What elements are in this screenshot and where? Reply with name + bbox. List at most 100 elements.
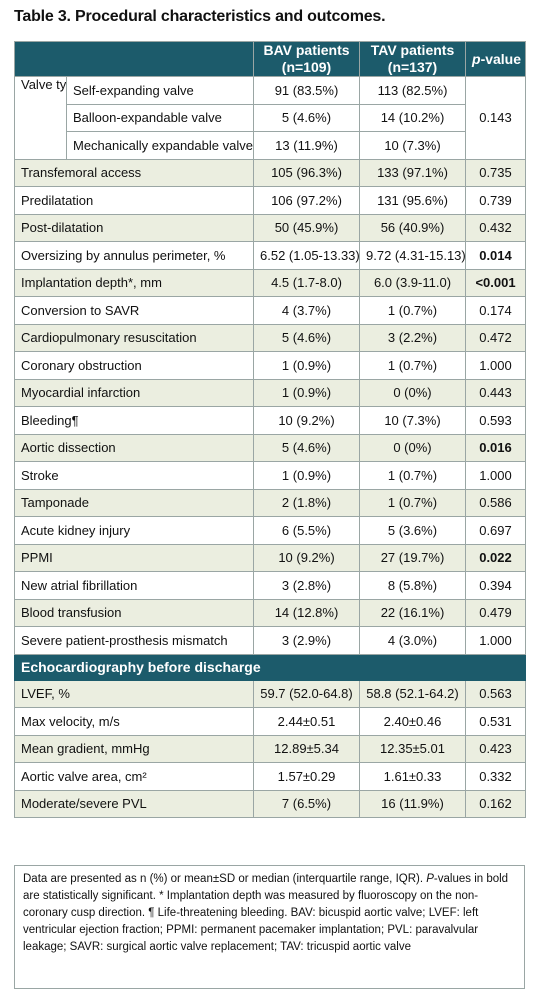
row-label: Acute kidney injury xyxy=(14,516,254,545)
row-label: Oversizing by annulus perimeter, % xyxy=(14,241,254,270)
table-row: LVEF, % 59.7 (52.0-64.8) 58.8 (52.1-64.2) 0… xyxy=(14,679,526,708)
bav-value: 12.89±5.34 xyxy=(253,734,360,763)
tav-value: 1 (0.7%) xyxy=(359,461,466,490)
bav-value: 10 (9.2%) xyxy=(253,543,360,572)
table-row: Max velocity, m/s 2.44±0.51 2.40±0.46 0.531 xyxy=(14,707,526,736)
row-label: Aortic valve area, cm² xyxy=(14,762,254,791)
table-row: Implantation depth*, mm 4.5 (1.7-8.0) 6.0 … xyxy=(14,268,526,297)
tav-value: 5 (3.6%) xyxy=(359,516,466,545)
row-label: Coronary obstruction xyxy=(14,351,254,380)
bav-value: 7 (6.5%) xyxy=(253,789,360,818)
table-row: Bleeding¶ 10 (9.2%) 10 (7.3%) 0.593 xyxy=(14,406,526,435)
bav-value: 50 (45.9%) xyxy=(253,213,360,242)
tav-value: 12.35±5.01 xyxy=(359,734,466,763)
p-value: 0.432 xyxy=(465,213,526,242)
table-row: Moderate/severe PVL 7 (6.5%) 16 (11.9%) 0.1… xyxy=(14,789,526,818)
p-value: 0.443 xyxy=(465,378,526,407)
row-label: Severe patient-prosthesis mismatch xyxy=(14,626,254,655)
row-label: Post-dilatation xyxy=(14,213,254,242)
table-row: Severe patient-prosthesis mismatch 3 (2.9… xyxy=(14,626,526,655)
table-row: Conversion to SAVR 4 (3.7%) 1 (0.7%) 0.174 xyxy=(14,296,526,325)
p-value: 0.423 xyxy=(465,734,526,763)
header-tav-label: TAV patients xyxy=(370,42,455,59)
bav-value: 106 (97.2%) xyxy=(253,186,360,215)
header-bav-n: (n=109) xyxy=(281,59,332,75)
table-row: Mean gradient, mmHg 12.89±5.34 12.35±5.01 0… xyxy=(14,734,526,763)
table-row: Coronary obstruction 1 (0.9%) 1 (0.7%) 1.00… xyxy=(14,351,526,380)
bav-value: 3 (2.8%) xyxy=(253,571,360,600)
row-label: Myocardial infarction xyxy=(14,378,254,407)
header-bav-label: BAV patients xyxy=(263,42,350,59)
table-row: Transfemoral access 105 (96.3%) 133 (97.1%… xyxy=(14,158,526,187)
tav-value: 0 (0%) xyxy=(359,378,466,407)
table-footnote: Data are presented as n (%) or mean±SD o… xyxy=(14,865,525,989)
p-value: 0.016 xyxy=(465,433,526,462)
p-value: 0.531 xyxy=(465,707,526,736)
row-label: Moderate/severe PVL xyxy=(14,789,254,818)
p-value: 0.697 xyxy=(465,516,526,545)
tav-value: 14 (10.2%) xyxy=(359,103,466,132)
p-value: 0.739 xyxy=(465,186,526,215)
tav-value: 27 (19.7%) xyxy=(359,543,466,572)
header-p-rest: -value xyxy=(480,50,522,67)
row-label: Conversion to SAVR xyxy=(14,296,254,325)
table-row: Blood transfusion 14 (12.8%) 22 (16.1%) 0.4… xyxy=(14,598,526,627)
footnote-p-italic: P xyxy=(426,873,434,885)
header-row: BAV patients (n=109) TAV patients (n=137) … xyxy=(14,41,526,77)
table-row: Acute kidney injury 6 (5.5%) 5 (3.6%) 0.697 xyxy=(14,516,526,545)
valve-type-p-value: 0.143 xyxy=(465,76,526,160)
bav-value: 14 (12.8%) xyxy=(253,598,360,627)
p-value: 0.394 xyxy=(465,571,526,600)
p-value: 0.014 xyxy=(465,241,526,270)
row-label: Mechanically expandable valve xyxy=(66,131,254,160)
p-value: 0.174 xyxy=(465,296,526,325)
p-value: 0.332 xyxy=(465,762,526,791)
bav-value: 1 (0.9%) xyxy=(253,461,360,490)
table-row: Oversizing by annulus perimeter, % 6.52 (… xyxy=(14,241,526,270)
row-label: PPMI xyxy=(14,543,254,572)
table-row: New atrial fibrillation 3 (2.8%) 8 (5.8%) 0… xyxy=(14,571,526,600)
tav-value: 1 (0.7%) xyxy=(359,351,466,380)
tav-value: 4 (3.0%) xyxy=(359,626,466,655)
bav-value: 6.52 (1.05-13.33) xyxy=(253,241,360,270)
bav-value: 5 (4.6%) xyxy=(253,433,360,462)
valve-type-row-1: Valve type Self-expanding valve 91 (83.5… xyxy=(14,76,526,160)
tav-value: 1 (0.7%) xyxy=(359,296,466,325)
row-label: LVEF, % xyxy=(14,679,254,708)
bav-value: 10 (9.2%) xyxy=(253,406,360,435)
tav-value: 10 (7.3%) xyxy=(359,406,466,435)
p-value: 0.162 xyxy=(465,789,526,818)
p-value: 0.563 xyxy=(465,679,526,708)
header-bav: BAV patients (n=109) xyxy=(253,41,360,77)
row-label: Self-expanding valve xyxy=(66,76,254,105)
table-row: Cardiopulmonary resuscitation 5 (4.6%) 3 (… xyxy=(14,323,526,352)
tav-value: 56 (40.9%) xyxy=(359,213,466,242)
table-row: PPMI 10 (9.2%) 27 (19.7%) 0.022 xyxy=(14,543,526,572)
section-title: Echocardiography before discharge xyxy=(14,653,526,681)
row-label: Stroke xyxy=(14,461,254,490)
table-row: Aortic dissection 5 (4.6%) 0 (0%) 0.016 xyxy=(14,433,526,462)
valve-type-row-2: Balloon-expandable valve 5 (4.6%) 14 (10… xyxy=(15,103,526,132)
p-value: 0.586 xyxy=(465,488,526,517)
row-label: Blood transfusion xyxy=(14,598,254,627)
bav-value: 2.44±0.51 xyxy=(253,707,360,736)
bav-value: 4 (3.7%) xyxy=(253,296,360,325)
header-p-value: p-value xyxy=(465,41,526,77)
section-header-row: Echocardiography before discharge xyxy=(14,653,526,681)
row-label: Implantation depth*, mm xyxy=(14,268,254,297)
bav-value: 5 (4.6%) xyxy=(253,103,360,132)
row-label: Mean gradient, mmHg xyxy=(14,734,254,763)
table-row: Stroke 1 (0.9%) 1 (0.7%) 1.000 xyxy=(14,461,526,490)
tav-value: 9.72 (4.31-15.13) xyxy=(359,241,466,270)
header-tav: TAV patients (n=137) xyxy=(359,41,466,77)
table-row: Tamponade 2 (1.8%) 1 (0.7%) 0.586 xyxy=(14,488,526,517)
bav-value: 4.5 (1.7-8.0) xyxy=(253,268,360,297)
row-label: Predilatation xyxy=(14,186,254,215)
tav-value: 1 (0.7%) xyxy=(359,488,466,517)
row-label: Transfemoral access xyxy=(14,158,254,187)
bav-value: 105 (96.3%) xyxy=(253,158,360,187)
table-row: Myocardial infarction 1 (0.9%) 0 (0%) 0.443 xyxy=(14,378,526,407)
bav-value: 3 (2.9%) xyxy=(253,626,360,655)
tav-value: 6.0 (3.9-11.0) xyxy=(359,268,466,297)
bav-value: 1.57±0.29 xyxy=(253,762,360,791)
